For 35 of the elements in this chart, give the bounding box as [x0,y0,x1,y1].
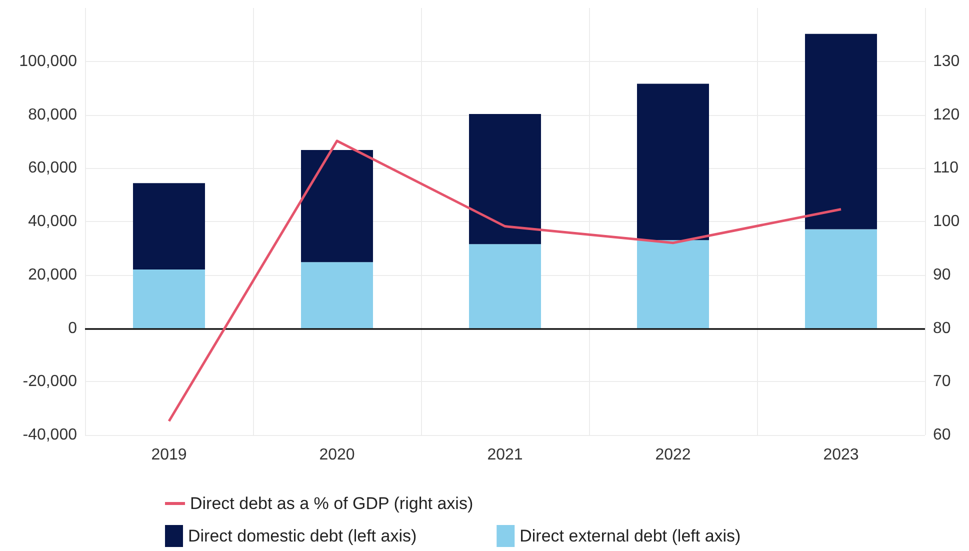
y2-tick-label: 70 [933,373,951,390]
y2-tick-label: 130 [933,52,960,70]
x-tick-label: 2021 [487,446,523,464]
y-tick-label: 0 [68,320,78,337]
bar [805,229,877,328]
y2-tick-label: 60 [933,426,951,444]
line-series [168,140,842,422]
y-tick-label: 40,000 [28,213,78,230]
y-tick-label: 60,000 [28,160,78,177]
y2-tick-label: 80 [933,320,951,337]
legend-label: Direct external debt (left axis) [520,526,741,546]
y-tick-label: 20,000 [28,266,78,284]
x-tick-label: 2019 [151,446,187,464]
bar [637,240,709,328]
bar [637,84,709,240]
x-tick-label: 2022 [655,446,691,464]
y-tick-label: -40,000 [22,426,78,444]
y2-tick-label: 110 [933,160,959,177]
bar [133,183,205,270]
bar [469,114,541,244]
bar [469,244,541,328]
y2-tick-label: 100 [933,213,960,230]
x-tick-label: 2023 [823,446,859,464]
legend-label: Direct debt as a % of GDP (right axis) [190,494,474,513]
y-tick-label: 100,000 [19,52,78,70]
y2-tick-label: 120 [933,106,960,124]
y-tick-label: -20,000 [22,373,78,390]
bar [133,270,205,328]
bar [301,262,373,328]
x-tick-label: 2020 [319,446,355,464]
y-tick-label: 80,000 [28,106,78,124]
y2-tick-label: 90 [933,266,951,284]
bar [805,34,877,230]
legend-label: Direct domestic debt (left axis) [188,526,417,546]
bar [301,150,373,262]
